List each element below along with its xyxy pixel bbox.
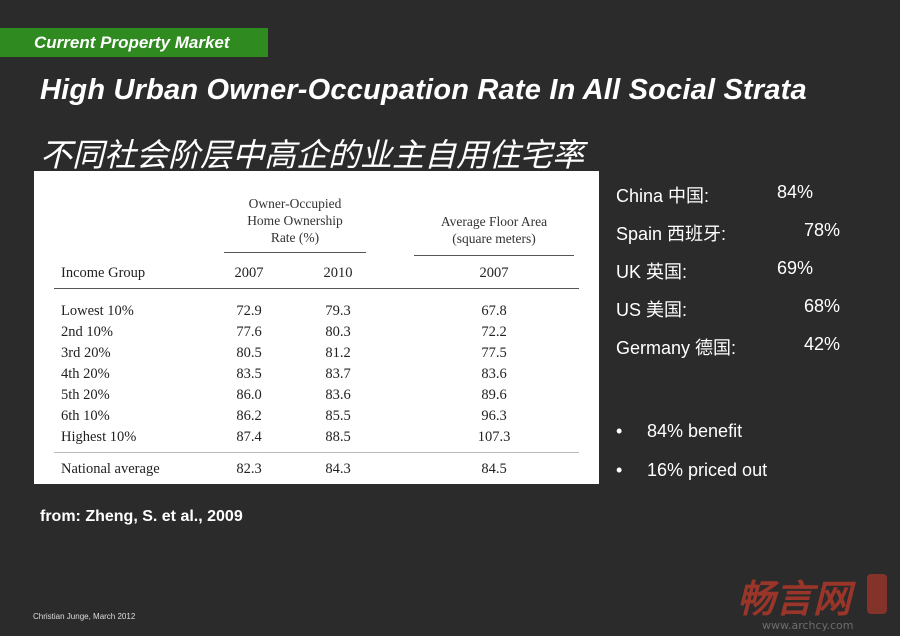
slide-title-chinese: 不同社会阶层中高企的业主自用住宅率	[40, 136, 585, 174]
row-label: 2nd 10%	[61, 324, 113, 340]
ownership-table: Owner-Occupied Home Ownership Rate (%) A…	[34, 171, 599, 484]
cell-value: 83.6	[481, 366, 507, 382]
section-tag-label: Current Property Market	[34, 33, 230, 52]
stat-row: Germany 德国: 42%	[616, 334, 856, 358]
header-line: (square meters)	[452, 231, 536, 246]
watermark-text: 畅言网	[737, 577, 856, 621]
watermark-logo: 畅言网	[737, 574, 887, 621]
column-header-2007: 2007	[234, 265, 264, 281]
stat-label: China 中国:	[616, 186, 710, 206]
stat-row: Spain 西班牙: 78%	[616, 220, 856, 244]
watermark-badge-icon	[867, 574, 887, 614]
slide-title: High Urban Owner-Occupation Rate In All …	[40, 74, 807, 106]
stat-row: China 中国: 84%	[616, 182, 856, 206]
row-label: 3rd 20%	[61, 345, 111, 361]
cell-value: 88.5	[325, 429, 351, 445]
header-line: Average Floor Area	[440, 214, 548, 229]
header-line: Owner-Occupied	[248, 196, 342, 211]
stat-value: 84%	[777, 182, 814, 202]
header-line: Rate (%)	[270, 230, 320, 245]
stat-row: US 美国: 68%	[616, 296, 856, 320]
bullet-dot-icon: •	[616, 460, 623, 480]
cell-value: 67.8	[481, 303, 507, 319]
bullet-text: 16% priced out	[647, 460, 768, 480]
stat-label: Spain 西班牙:	[616, 224, 727, 244]
row-label: Lowest 10%	[61, 303, 134, 319]
cell-value: 82.3	[236, 461, 262, 477]
row-label: 6th 10%	[61, 408, 110, 424]
ownership-group-header: Owner-Occupied Home Ownership Rate (%)	[230, 195, 360, 246]
cell-value: 83.5	[236, 366, 262, 382]
cell-value: 72.2	[481, 324, 507, 340]
header-rule	[414, 255, 574, 256]
total-rule	[54, 452, 579, 453]
floor-area-group-header: Average Floor Area (square meters)	[414, 213, 574, 247]
cell-value: 77.5	[481, 345, 507, 361]
stat-row: UK 英国: 69%	[616, 258, 856, 282]
cell-value: 87.4	[236, 429, 262, 445]
footer-author: Christian Junge, March 2012	[33, 612, 136, 621]
cell-value: 85.5	[325, 408, 351, 424]
cell-value: 81.2	[325, 345, 351, 361]
cell-value: 107.3	[477, 429, 511, 445]
cell-value: 89.6	[481, 387, 507, 403]
cell-value: 86.0	[236, 387, 262, 403]
stat-label: UK 英国:	[616, 262, 688, 282]
stat-label: US 美国:	[616, 300, 688, 320]
stat-value: 68%	[804, 296, 841, 316]
header-rule	[224, 252, 366, 253]
cell-value: 77.6	[236, 324, 262, 340]
source-citation: from: Zheng, S. et al., 2009	[40, 508, 243, 525]
cell-value: 84.3	[325, 461, 351, 477]
cell-value: 86.2	[236, 408, 262, 424]
stat-value: 78%	[804, 220, 841, 240]
watermark-url: www.archcy.com	[762, 619, 854, 632]
column-header-2010: 2010	[323, 265, 353, 281]
row-label: 4th 20%	[61, 366, 110, 382]
bullet-text: 84% benefit	[647, 421, 743, 441]
section-tag: Current Property Market	[0, 28, 268, 57]
bullet-dot-icon: •	[616, 421, 623, 441]
cell-value: 79.3	[325, 303, 351, 319]
row-label: Highest 10%	[61, 429, 137, 445]
cell-value: 80.5	[236, 345, 262, 361]
stat-label: Germany 德国:	[616, 338, 737, 358]
cell-value: 84.5	[481, 461, 507, 477]
row-label: National average	[61, 461, 160, 477]
header-line: Home Ownership	[247, 213, 343, 228]
column-header-floor-2007: 2007	[479, 265, 509, 281]
cell-value: 83.7	[325, 366, 351, 382]
row-label: 5th 20%	[61, 387, 110, 403]
cell-value: 96.3	[481, 408, 507, 424]
cell-value: 83.6	[325, 387, 351, 403]
cell-value: 72.9	[236, 303, 262, 319]
column-header-income-group: Income Group	[61, 265, 146, 281]
stat-value: 69%	[777, 258, 814, 278]
header-bottom-rule	[54, 288, 579, 289]
stat-value: 42%	[804, 334, 841, 354]
cell-value: 80.3	[325, 324, 351, 340]
